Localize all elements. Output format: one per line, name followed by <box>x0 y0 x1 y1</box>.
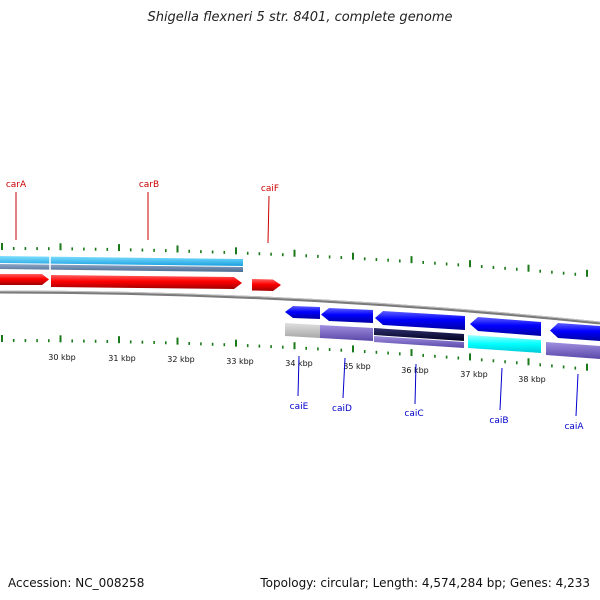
gene-arrow-carB <box>51 275 242 289</box>
genome-backbone-highlight <box>0 290 600 323</box>
genome-backbone <box>0 290 600 325</box>
leader-caiC <box>414 363 417 405</box>
topology-summary: Topology: circular; Length: 4,574,284 bp… <box>260 576 590 590</box>
forward-band-steel <box>0 264 243 272</box>
tick-label-38kbp: 38 kbp <box>518 375 546 384</box>
gene-label-carA[interactable]: carA <box>6 180 27 190</box>
tick-marks-outer <box>1 243 588 277</box>
tick-marks-inner <box>1 335 588 371</box>
feature-band-cyan-caiB <box>468 335 541 353</box>
gene-arrow-caiB <box>470 317 541 336</box>
gene-label-caiC[interactable]: caiC <box>404 409 423 419</box>
leader-caiF <box>267 195 270 244</box>
leader-caiA <box>575 373 579 417</box>
leader-caiD <box>342 357 346 399</box>
tick-label-33kbp: 33 kbp <box>226 357 254 366</box>
gene-label-carB[interactable]: carB <box>139 180 159 190</box>
gene-arrow-carA <box>0 274 49 285</box>
gene-arrow-caiA <box>550 323 600 341</box>
feature-band-purple-caiD <box>320 325 373 341</box>
leader-caiE <box>297 355 300 397</box>
feature-band-navy-caiC <box>374 328 464 341</box>
gene-label-caiA[interactable]: caiA <box>564 422 584 432</box>
map-title: Shigella flexneri 5 str. 8401, complete … <box>147 10 453 25</box>
coordinate-labels: 30 kbp 31 kbp 32 kbp 33 kbp 34 kbp 35 kb… <box>48 353 546 384</box>
tick-label-36kbp: 36 kbp <box>401 366 429 375</box>
forward-strand-track <box>0 255 281 291</box>
gene-arrow-caiF <box>252 279 281 291</box>
feature-band-purple-caiC <box>374 336 464 348</box>
forward-band-sky <box>0 256 243 266</box>
gene-label-caiD[interactable]: caiD <box>332 404 352 414</box>
reverse-strand-track <box>285 306 600 359</box>
tick-label-32kbp: 32 kbp <box>167 355 195 364</box>
tick-label-31kbp: 31 kbp <box>108 354 136 363</box>
accession-label: Accession: NC_008258 <box>8 576 145 590</box>
gene-label-caiF[interactable]: caiF <box>261 184 279 194</box>
gene-label-caiB[interactable]: caiB <box>489 416 508 426</box>
tick-label-35kbp: 35 kbp <box>343 362 371 371</box>
tick-label-30kbp: 30 kbp <box>48 353 76 362</box>
forward-gene-labels: carA carB caiF <box>6 180 279 244</box>
gene-label-caiE[interactable]: caiE <box>290 402 309 412</box>
gene-arrow-caiC <box>375 311 465 330</box>
feature-band-purple-caiA <box>546 342 600 359</box>
feature-band-gray <box>285 323 320 338</box>
leader-caiB <box>499 367 503 411</box>
gene-arrow-caiE <box>285 306 320 319</box>
gene-arrow-caiD <box>321 308 373 323</box>
tick-label-37kbp: 37 kbp <box>460 370 488 379</box>
reverse-gene-labels: caiE caiD caiC caiB caiA <box>290 355 584 432</box>
